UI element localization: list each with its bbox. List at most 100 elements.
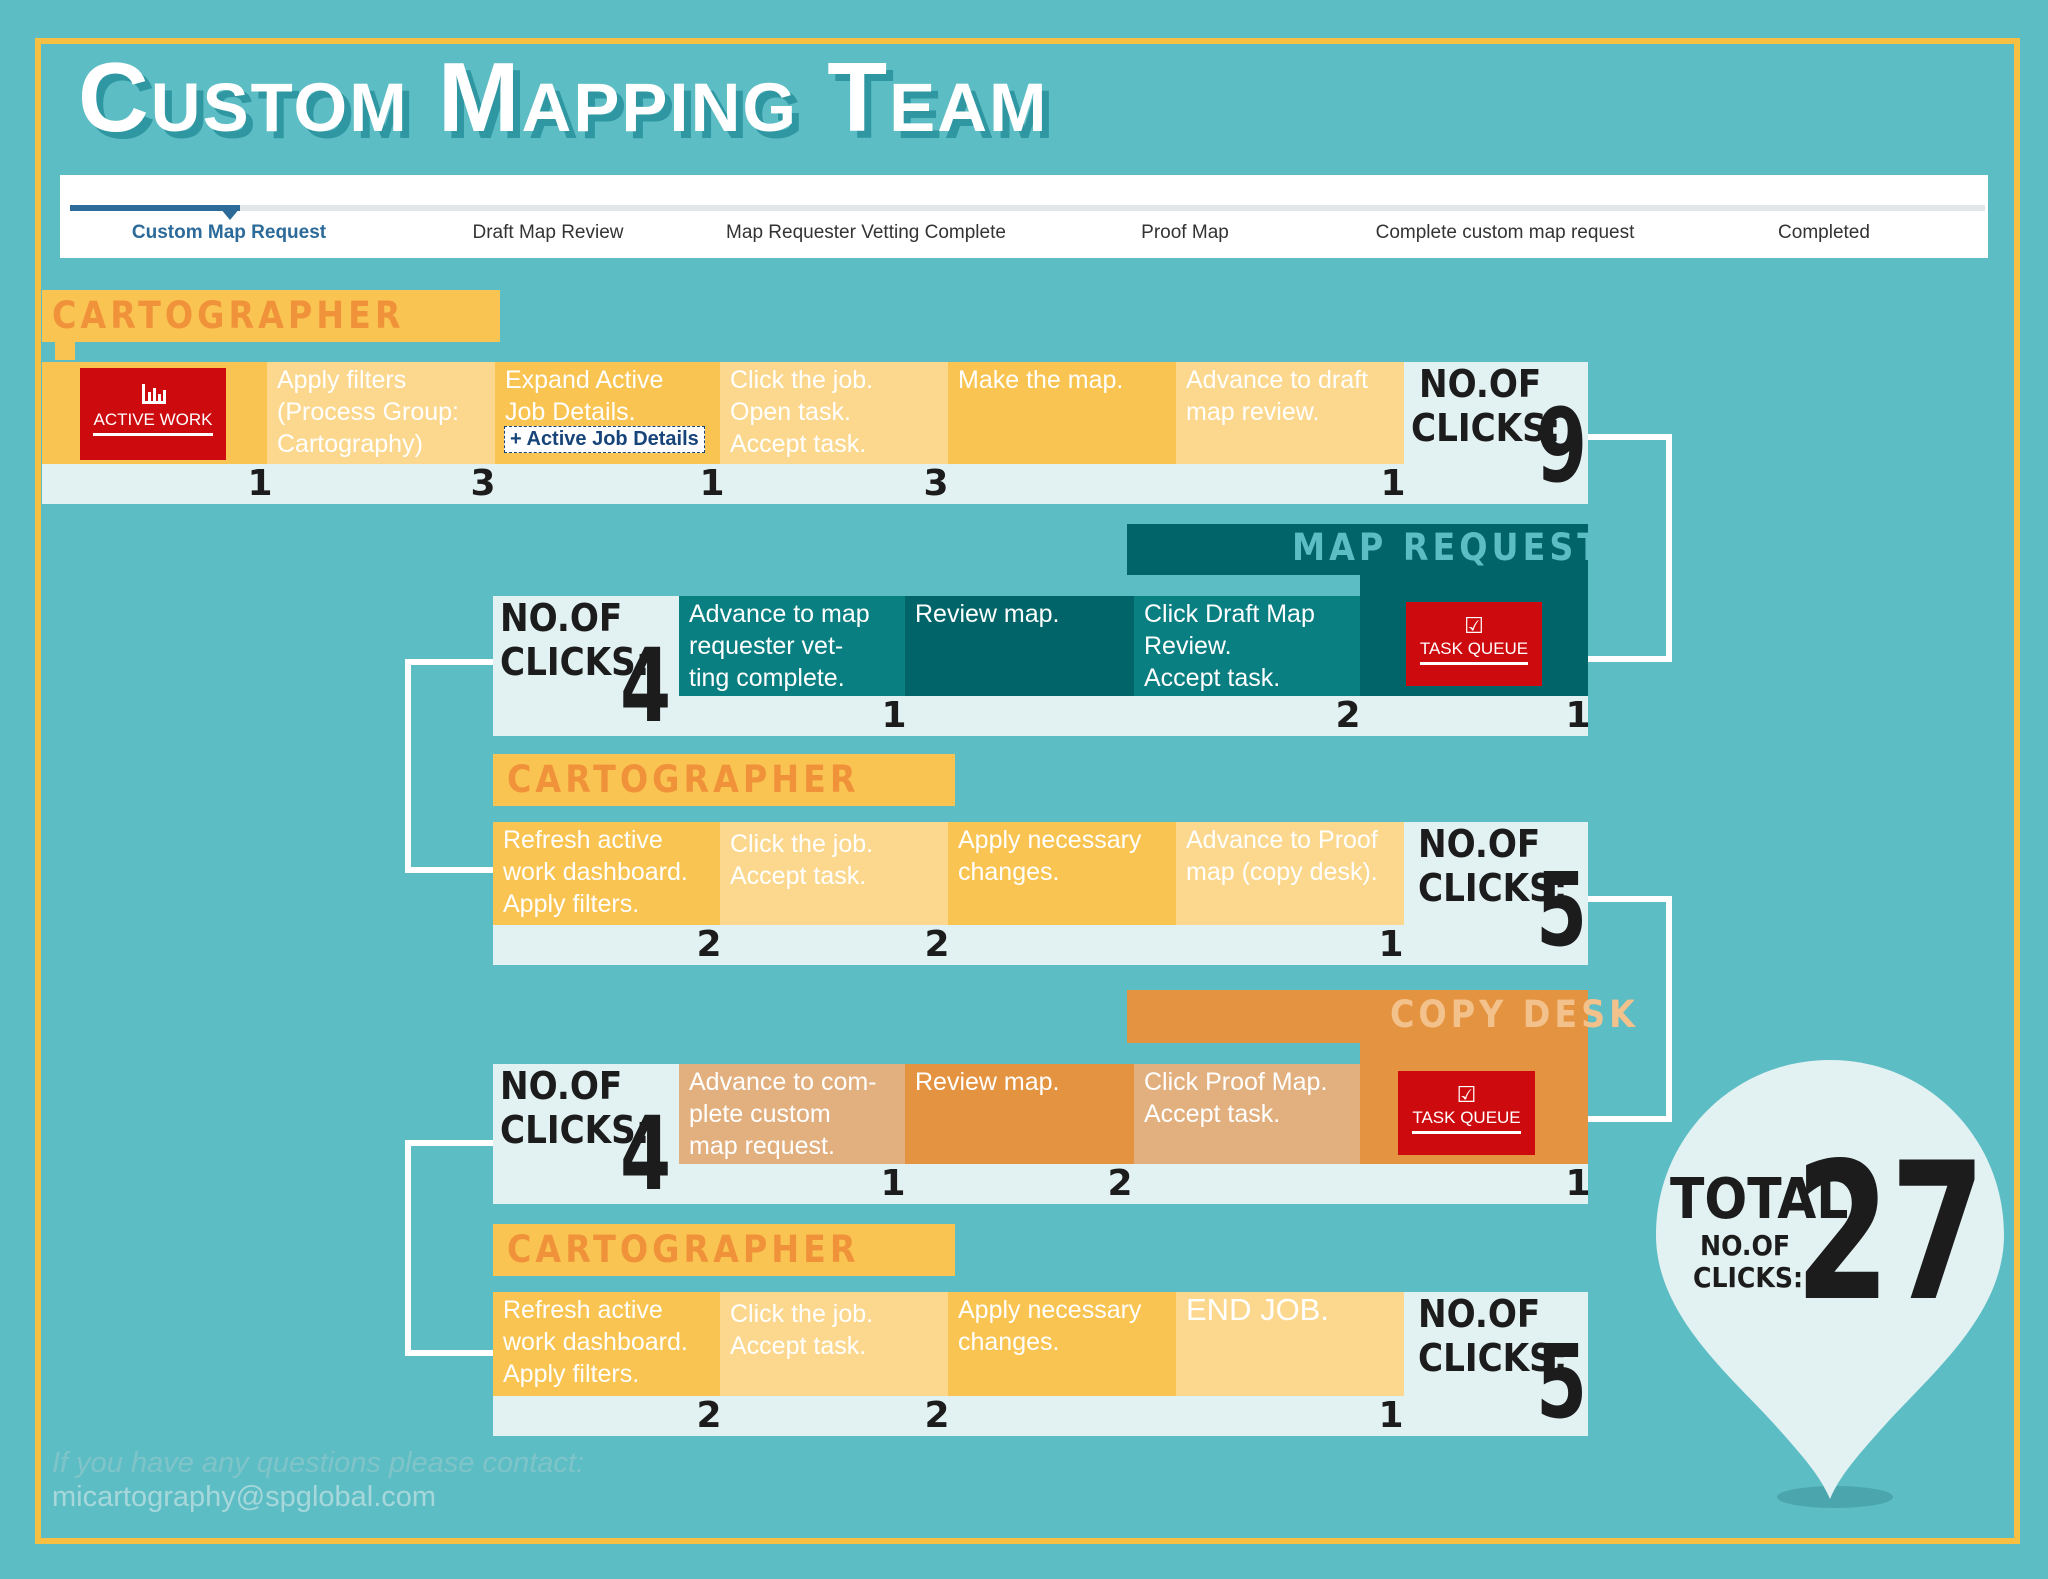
role-label-copy-desk: COPY DESK	[1390, 993, 1639, 1036]
cartographer-header-bar	[493, 1224, 955, 1276]
step-click-job-accept: Click the job. Accept task.	[720, 822, 948, 925]
step-review-map: Review map.	[905, 1064, 1134, 1164]
cartographer-header-bar	[493, 754, 955, 806]
click-count: 1	[1565, 695, 1591, 736]
total-clicks-label: CLICKS:	[1693, 1261, 1804, 1294]
role-label-cartographer: CARTOGRAPHER	[52, 294, 405, 337]
connector-line	[405, 659, 497, 873]
total-clicks-label: NO.OF	[1700, 1229, 1791, 1262]
progress-track	[70, 205, 1985, 211]
header-bar-tab	[55, 340, 75, 360]
click-count: 3	[470, 463, 496, 504]
step-click-draft-map-review: Click Draft Map Review. Accept task.	[1134, 596, 1360, 696]
clicks-total-box	[1404, 362, 1588, 504]
step-apply-filters: Apply filters (Process Group: Cartography)	[267, 362, 495, 464]
role-label-map-requester: MAP REQUESTER	[1292, 526, 1661, 569]
clicks-label: NO.OF CLICKS:	[1411, 362, 1561, 450]
step-advance-vetting-complete: Advance to map requester vet-ting complet…	[679, 596, 905, 696]
role-label-cartographer: CARTOGRAPHER	[507, 758, 860, 801]
step-review-map: Review map.	[905, 596, 1134, 696]
step-apply-changes: Apply necessary changes.	[948, 822, 1176, 925]
step-make-the-map: Make the map.	[948, 362, 1176, 464]
active-work-button[interactable]: ACTIVE WORK	[80, 368, 226, 460]
click-count: 2	[696, 1395, 722, 1436]
click-count: 1	[1378, 924, 1404, 965]
role-label-cartographer: CARTOGRAPHER	[507, 1228, 860, 1271]
map-requester-header-bar	[1127, 524, 1588, 575]
click-count: 1	[880, 1163, 906, 1204]
step-click-proof-map: Click Proof Map. Accept task.	[1134, 1064, 1360, 1164]
clicks-label: NO.OF CLICKS:	[1418, 822, 1568, 910]
page-frame	[35, 38, 2020, 1544]
click-count: 2	[696, 924, 722, 965]
progress-pointer-icon	[220, 208, 240, 220]
step-advance-complete-request: Advance to com-plete custom map request.	[679, 1064, 905, 1164]
click-count: 1	[1380, 463, 1406, 504]
click-count-strip	[679, 1164, 1588, 1204]
task-queue-button[interactable]: ☑ TASK QUEUE	[1406, 602, 1542, 686]
workflow-progress-bar	[60, 175, 1988, 258]
step-complete-custom-map-request[interactable]: Complete custom map request	[1375, 222, 1635, 243]
clicks-label: NO.OF CLICKS:	[500, 1064, 650, 1152]
map-pin-icon	[1650, 1055, 2010, 1535]
clicks-total-box	[493, 1064, 679, 1204]
click-count-strip	[42, 464, 1404, 504]
step-click-job-open-task: Click the job. Open task. Accept task.	[720, 362, 948, 464]
task-queue-label: TASK QUEUE	[1419, 639, 1529, 665]
click-count: 1	[1565, 1163, 1591, 1204]
click-count: 2	[924, 924, 950, 965]
cartographer-header-bar	[42, 290, 500, 342]
click-count: 1	[1378, 1395, 1404, 1436]
clicks-total: 5	[1536, 1323, 1588, 1442]
connector-line	[1580, 434, 1672, 662]
clicks-total: 4	[620, 1095, 672, 1214]
clicks-total-box	[1404, 1292, 1588, 1436]
task-queue-button[interactable]: ☑ TASK QUEUE	[1398, 1071, 1535, 1155]
clicks-total: 9	[1536, 387, 1588, 506]
step-custom-map-request[interactable]: Custom Map Request	[131, 222, 327, 243]
clicks-label: NO.OF CLICKS:	[500, 596, 650, 684]
click-count: 1	[699, 463, 725, 504]
active-job-details-button[interactable]: + Active Job Details	[504, 426, 705, 453]
clicks-label: NO.OF CLICKS:	[1418, 1292, 1568, 1380]
page-title: Custom Mapping Team	[78, 42, 1049, 152]
step-advance-proof-map: Advance to Proof map (copy desk).	[1176, 822, 1404, 925]
copy-desk-header-bar	[1127, 990, 1588, 1043]
clicks-total-box	[493, 596, 679, 736]
active-work-label: ACTIVE WORK	[93, 410, 213, 436]
step-completed[interactable]: Completed	[1778, 222, 1870, 243]
connector-line	[1580, 896, 1672, 1122]
step-draft-map-review[interactable]: Draft Map Review	[472, 222, 624, 243]
click-count: 2	[1335, 695, 1361, 736]
step-click-job-accept: Click the job. Accept task.	[720, 1292, 948, 1396]
click-count-strip	[679, 696, 1588, 736]
clicks-total: 5	[1536, 851, 1588, 970]
click-count: 3	[923, 463, 949, 504]
click-count-strip	[493, 925, 1404, 965]
step-map-requester-vetting-complete[interactable]: Map Requester Vetting Complete	[726, 222, 1006, 243]
connector-line	[405, 1140, 497, 1356]
task-queue-label: TASK QUEUE	[1412, 1108, 1521, 1134]
check-icon: ☑	[1464, 613, 1484, 638]
click-count: 1	[247, 463, 273, 504]
bar-chart-icon	[80, 382, 226, 410]
grand-total: 27	[1795, 1122, 1986, 1343]
step-apply-changes: Apply necessary changes.	[948, 1292, 1176, 1396]
click-count: 1	[881, 695, 907, 736]
contact-email[interactable]: micartography@spglobal.com	[52, 1481, 437, 1513]
contact-note: If you have any questions please contact…	[52, 1447, 585, 1479]
click-count: 2	[1107, 1163, 1133, 1204]
step-refresh-dashboard: Refresh active work dashboard. Apply filte…	[493, 1292, 720, 1396]
step-advance-draft-map-review: Advance to draft map review.	[1176, 362, 1404, 464]
check-icon: ☑	[1456, 1082, 1477, 1107]
step-refresh-dashboard: Refresh active work dashboard. Apply filte…	[493, 822, 720, 925]
step-proof-map[interactable]: Proof Map	[1141, 222, 1229, 243]
click-count-strip	[493, 1396, 1404, 1436]
clicks-total: 4	[620, 627, 672, 746]
click-count: 2	[924, 1395, 950, 1436]
total-label: TOTAL	[1670, 1167, 1849, 1232]
clicks-total-box	[1404, 822, 1588, 965]
progress-active-segment	[70, 205, 240, 211]
step-end-job: END JOB.	[1176, 1292, 1404, 1396]
